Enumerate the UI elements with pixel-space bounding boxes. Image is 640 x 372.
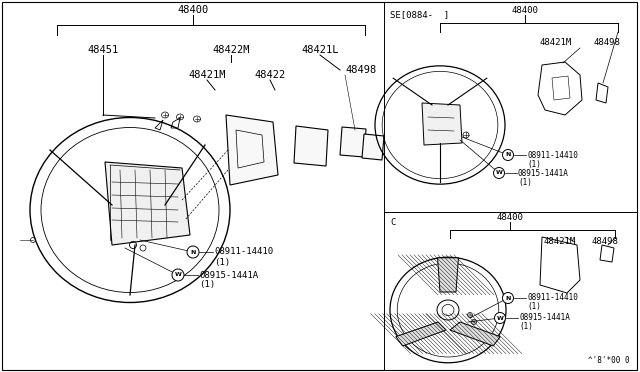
Ellipse shape [437,300,459,320]
Text: 48421M: 48421M [540,38,572,47]
Ellipse shape [495,312,506,324]
Ellipse shape [187,246,199,258]
Polygon shape [362,134,384,160]
Text: W: W [495,170,502,176]
Polygon shape [105,162,190,245]
Text: 48498: 48498 [345,65,376,75]
Text: 48422M: 48422M [212,45,250,55]
Text: 48498: 48498 [593,38,620,47]
Polygon shape [340,127,366,157]
Text: 48400: 48400 [177,5,209,15]
Text: (1): (1) [519,323,533,331]
Text: 08911-14410: 08911-14410 [214,247,273,257]
Text: 08915-1441A: 08915-1441A [518,169,569,177]
Text: 48421M: 48421M [543,237,575,246]
Polygon shape [422,103,462,145]
Text: 08911-14410: 08911-14410 [527,294,578,302]
Text: C: C [390,218,396,227]
Text: 08915-1441A: 08915-1441A [199,270,258,279]
Text: (1): (1) [214,257,230,266]
Text: 48498: 48498 [592,237,619,246]
Text: 48422: 48422 [254,70,285,80]
Text: 48451: 48451 [88,45,118,55]
Polygon shape [294,126,328,166]
Text: 48400: 48400 [497,213,524,222]
Ellipse shape [493,167,504,179]
Text: 48421M: 48421M [188,70,226,80]
Text: N: N [190,250,196,254]
Ellipse shape [172,269,184,281]
Text: (1): (1) [199,280,215,289]
Polygon shape [438,258,458,292]
Text: 48421L: 48421L [301,45,339,55]
Text: (1): (1) [518,177,532,186]
Text: W: W [497,315,504,321]
Text: 08911-14410: 08911-14410 [527,151,578,160]
Text: N: N [506,153,511,157]
Text: (1): (1) [527,302,541,311]
Text: 48400: 48400 [511,6,538,15]
Text: SE[0884-  ]: SE[0884- ] [390,10,449,19]
Polygon shape [226,115,278,185]
Text: W: W [175,273,181,278]
Ellipse shape [502,292,513,304]
Polygon shape [450,322,500,346]
Text: (1): (1) [527,160,541,169]
Polygon shape [396,322,446,346]
Text: N: N [506,295,511,301]
Text: 08915-1441A: 08915-1441A [519,314,570,323]
Text: ^'8'*00 0: ^'8'*00 0 [588,356,630,365]
Ellipse shape [502,150,513,160]
